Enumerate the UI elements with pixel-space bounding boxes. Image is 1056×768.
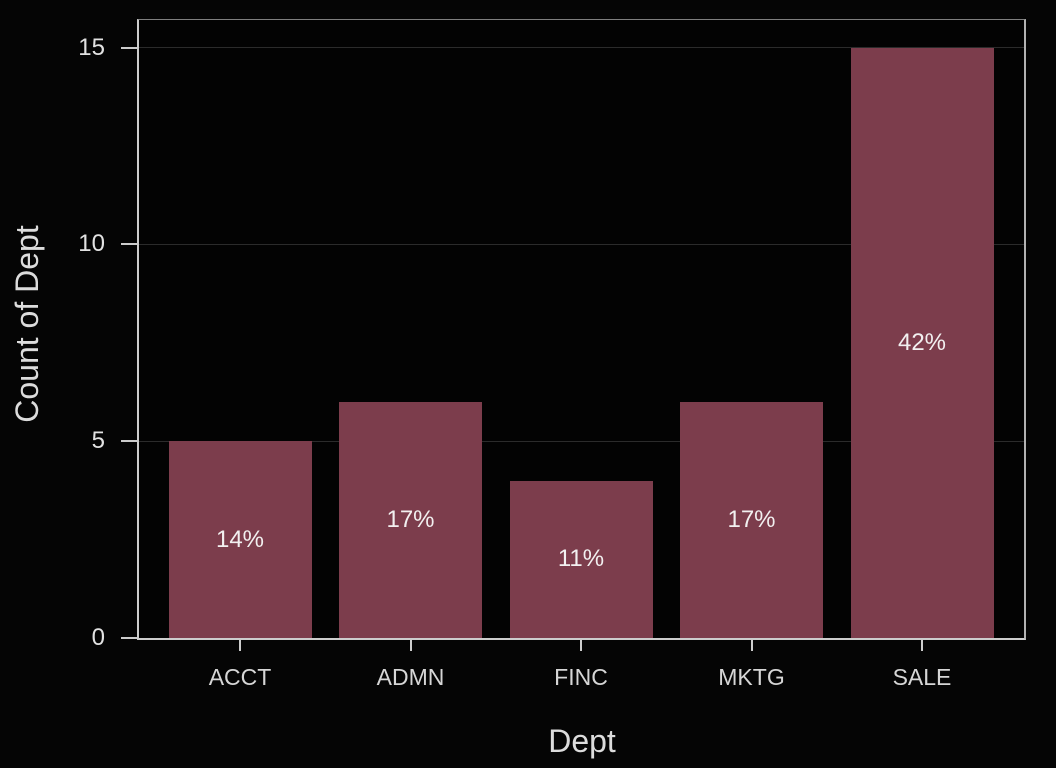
bar-admn (339, 401, 482, 638)
bar-percent-label: 17% (727, 505, 776, 533)
gridline (139, 243, 1024, 245)
y-tick-label: 0 (91, 624, 105, 651)
bar-percent-label: 14% (215, 525, 265, 553)
bar-percent-label: 17% (386, 505, 435, 533)
y-axis-tick (121, 243, 137, 246)
x-axis-tick (580, 638, 582, 651)
bar-percent-label: 11% (557, 545, 605, 573)
x-axis-tick (239, 638, 241, 651)
x-category-label: MKTG (718, 664, 785, 690)
y-tick-label: 10 (78, 230, 105, 258)
gridlines-layer (139, 20, 1024, 638)
y-axis-tick (121, 440, 137, 443)
x-category-label: FINC (554, 664, 608, 690)
gridline (139, 440, 1024, 442)
y-axis-tick (121, 46, 137, 49)
x-category-label: ADMN (376, 664, 445, 690)
x-axis-title: Dept (548, 723, 616, 759)
bar-sale (850, 47, 994, 638)
plot-area: 14% 17% 11% 17% 42% (137, 19, 1026, 640)
x-category-label: SALE (892, 664, 952, 690)
bars-layer: 14% 17% 11% 17% 42% (139, 20, 1024, 638)
y-tick-label: 5 (91, 427, 105, 455)
x-axis-tick (921, 638, 923, 651)
bar-finc (509, 480, 653, 638)
x-axis-tick (750, 638, 753, 651)
y-tick-label: 15 (78, 33, 105, 61)
gridline (139, 47, 1024, 49)
bar-acct (168, 441, 312, 638)
x-axis-tick (409, 638, 412, 651)
bar-percent-label: 42% (897, 328, 947, 356)
bar-mktg (680, 401, 823, 638)
y-axis-tick (121, 637, 137, 639)
x-category-label: ACCT (208, 664, 272, 690)
